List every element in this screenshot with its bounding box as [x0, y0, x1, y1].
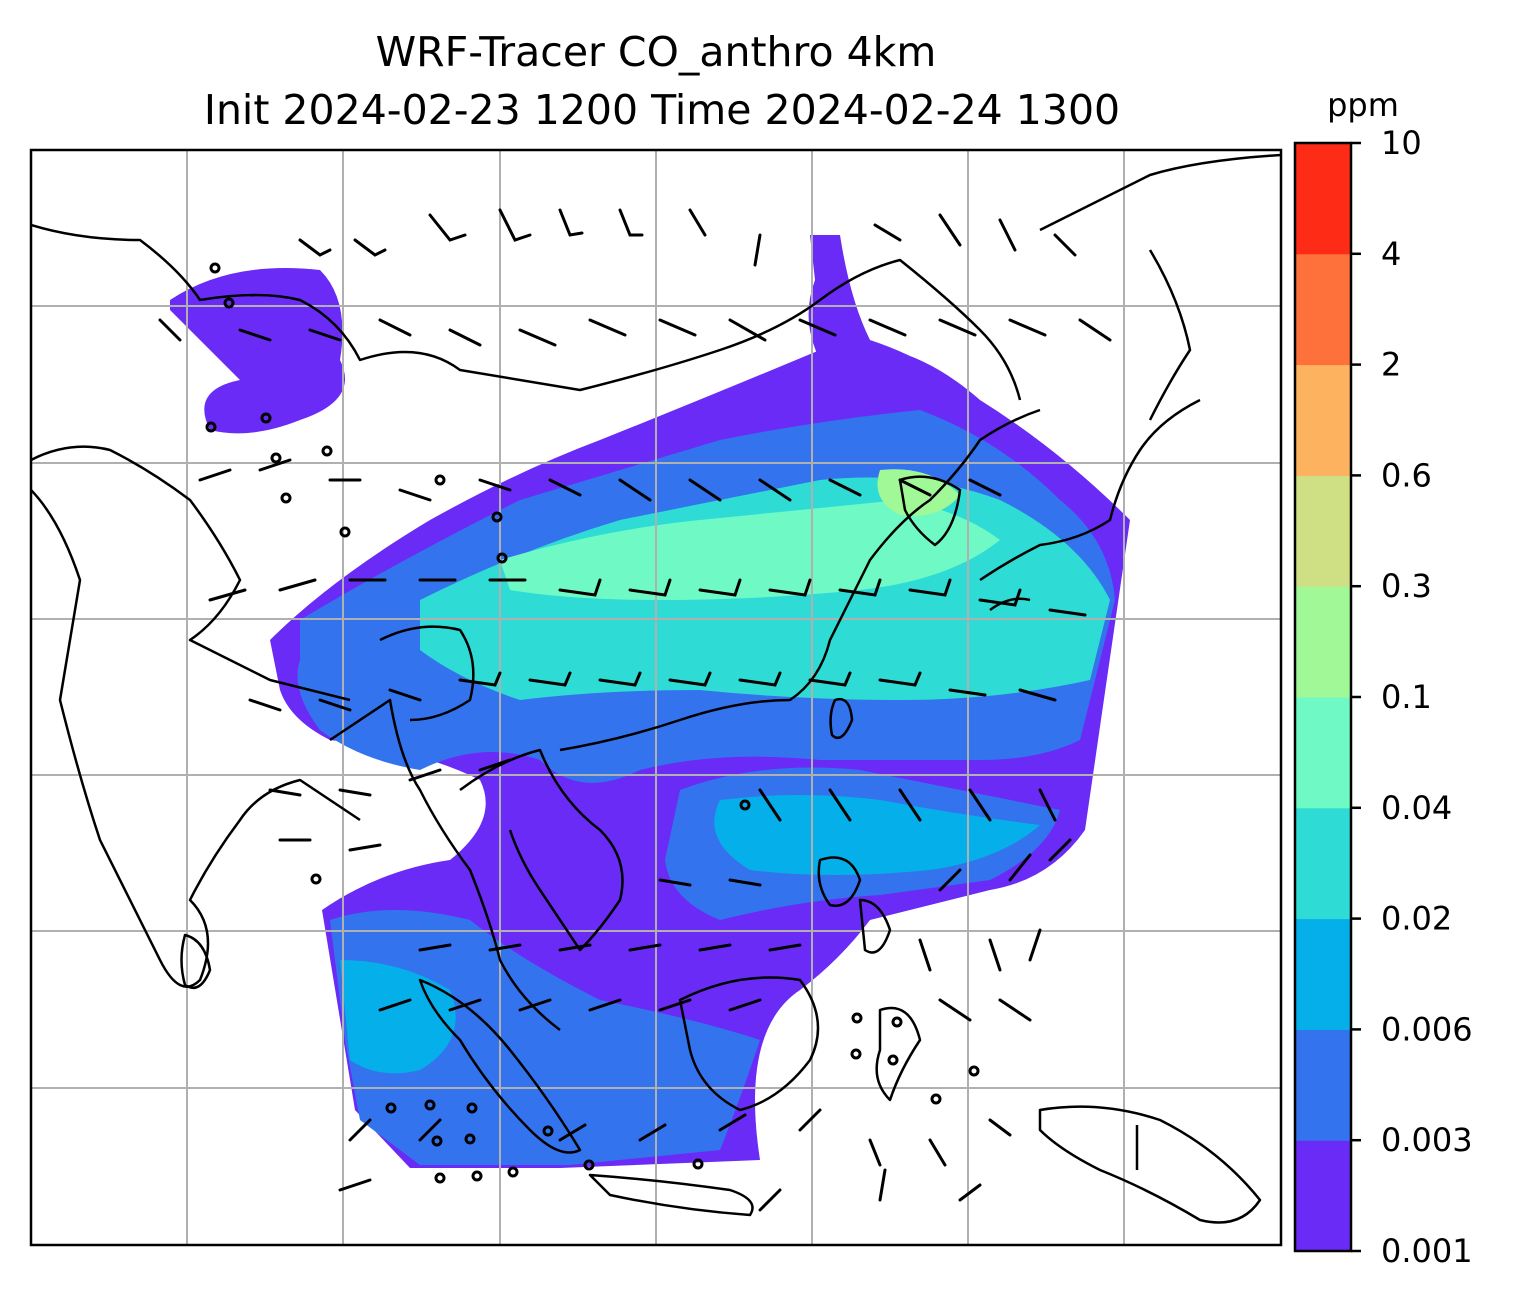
colorbar-tick-label: 0.003	[1381, 1121, 1473, 1159]
coastline-china-east	[559, 408, 1041, 752]
coastline-borneo	[678, 976, 820, 1112]
coastline-philippines	[817, 856, 892, 954]
colorbar-tick-label: 0.006	[1381, 1010, 1473, 1048]
colorbar-tick-label: 2	[1381, 346, 1401, 384]
colorbar-tick-label: 0.04	[1381, 789, 1452, 827]
colorbar-block	[1295, 364, 1351, 476]
field-band-bright-green	[500, 500, 1000, 600]
colorbar-block	[1295, 143, 1351, 255]
field-band-sea-core	[714, 795, 1040, 875]
coastline-japan	[979, 398, 1201, 612]
colorbar-tick-label: 10	[1381, 124, 1422, 162]
colorbar-block	[1295, 253, 1351, 366]
coastline-indochina	[459, 748, 624, 952]
colorbar-tick-label: 0.001	[1381, 1232, 1473, 1270]
colorbar-block	[1295, 1029, 1351, 1141]
colorbar-tick-label: 0.1	[1381, 678, 1432, 716]
concentration-field	[170, 235, 1130, 1168]
coastline-bay-of-bengal-north	[329, 698, 561, 1031]
wind-barbs	[158, 208, 1112, 1212]
field-band-northern-plume	[170, 268, 345, 434]
colorbar-tick-label: 4	[1381, 235, 1401, 273]
coastline-indian-subcontinent	[31, 489, 361, 988]
field-band-southern-blue	[330, 910, 760, 1165]
map-panel	[31, 150, 1281, 1245]
coastline-russia-northeast	[1039, 153, 1281, 421]
colorbar-unit-label: ppm	[1327, 86, 1399, 124]
coastline-new-guinea	[1038, 1105, 1262, 1224]
colorbar-block	[1295, 918, 1351, 1030]
coastlines-and-borders	[31, 153, 1281, 1224]
coastline-korea	[898, 475, 962, 547]
colorbar-block	[1295, 475, 1351, 587]
colorbar-block	[1295, 586, 1351, 698]
coastline-sri-lanka	[180, 933, 212, 990]
map-frame	[29, 148, 1283, 1247]
colorbar-color-blocks	[1295, 143, 1351, 1252]
coastline-sumatra	[418, 978, 582, 1154]
border-china-southwest	[379, 625, 475, 722]
coastline-java	[588, 1173, 754, 1217]
map-title-line-2: Init 2024-02-23 1200 Time 2024-02-24 130…	[204, 86, 1120, 134]
colorbar: ppm 0.001 0.003 0.006 0.02 0.04 0.1 0.3 0.6 2 4 10	[1293, 86, 1473, 1270]
colorbar-block	[1295, 1140, 1351, 1252]
colorbar-tick-label: 0.02	[1381, 900, 1452, 938]
map-title-line-1: WRF-Tracer CO_anthro 4km	[376, 28, 937, 76]
calm-wind-markers	[205, 262, 980, 1184]
colorbar-block	[1295, 807, 1351, 920]
colorbar-tick-label: 0.3	[1381, 567, 1432, 605]
border-central-asia	[31, 223, 1022, 401]
coastline-taiwan	[829, 697, 854, 740]
colorbar-ticks: 0.001 0.003 0.006 0.02 0.04 0.1 0.3 0.6 2 4 10	[1351, 124, 1473, 1270]
coastline-sulawesi	[875, 1006, 922, 1102]
colorbar-block	[1295, 697, 1351, 809]
field-band-cyan	[340, 960, 456, 1074]
colorbar-tick-label: 0.6	[1381, 456, 1432, 494]
border-south-asia	[31, 445, 351, 702]
